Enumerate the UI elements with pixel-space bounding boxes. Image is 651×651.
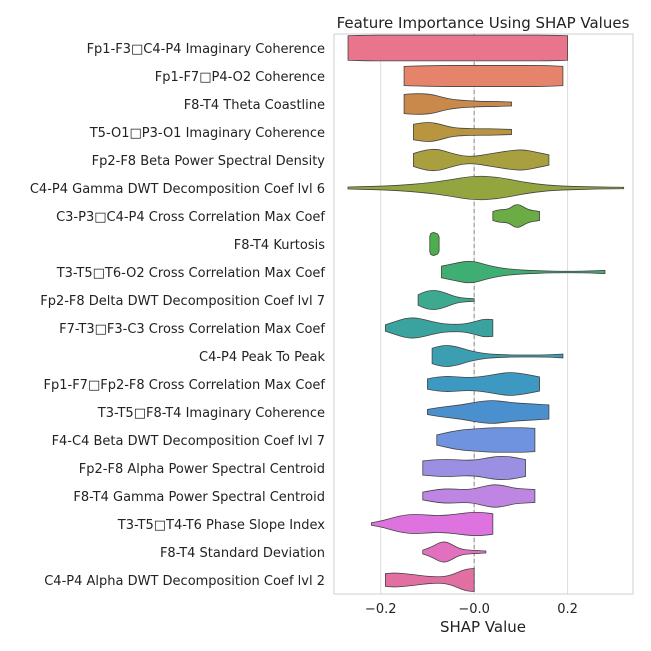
violin-18 — [370, 512, 494, 536]
y-tick-label: C4-P4 Peak To Peak — [199, 350, 325, 365]
y-tick-label: F8-T4 Theta Coastline — [184, 98, 325, 113]
violin-12 — [431, 345, 564, 367]
y-tick-label: Fp1-F3□C4-P4 Imaginary Coherence — [87, 42, 325, 57]
violin-1 — [347, 34, 568, 62]
violin-6 — [347, 175, 625, 201]
y-tick-label: Fp1-F7□P4-O2 Coherence — [155, 70, 325, 85]
y-tick-label: Fp2-F8 Alpha Power Spectral Centroid — [79, 462, 325, 477]
violin-15 — [436, 427, 536, 453]
violin-13 — [427, 372, 540, 396]
violin-11 — [384, 317, 494, 339]
violin-14 — [427, 400, 550, 424]
violin-5 — [413, 148, 550, 172]
chart-title: Feature Importance Using SHAP Values — [337, 14, 630, 32]
y-tick-label: T3-T5□T6-O2 Cross Correlation Max Coef — [56, 266, 326, 281]
x-tick-label: −0.0 — [458, 602, 490, 617]
y-tick-label: F8-T4 Standard Deviation — [160, 546, 325, 561]
violin-16 — [422, 456, 526, 480]
plot-frame — [333, 33, 634, 595]
x-tick-label: −0.2 — [365, 602, 397, 617]
violin-8 — [429, 232, 440, 256]
y-tick-label: T3-T5□T4-T6 Phase Slope Index — [117, 518, 326, 533]
x-axis-label: SHAP Value — [440, 618, 526, 636]
y-tick-label: Fp1-F7□Fp2-F8 Cross Correlation Max Coef — [44, 378, 326, 393]
violin-19 — [422, 541, 487, 563]
violin-4 — [413, 122, 512, 142]
y-tick-label: T5-O1□P3-O1 Imaginary Coherence — [89, 126, 325, 141]
violin-9 — [441, 260, 606, 284]
violin-20 — [384, 567, 475, 593]
y-tick-label: F4-C4 Beta DWT Decomposition Coef lvl 7 — [52, 434, 325, 449]
y-tick-label: C4-P4 Gamma DWT Decomposition Coef lvl 6 — [30, 182, 325, 197]
y-tick-label: F7-T3□F3-C3 Cross Correlation Max Coef — [59, 322, 325, 337]
violin-2 — [403, 65, 564, 87]
violin-7 — [492, 204, 540, 228]
violin-3 — [403, 93, 512, 115]
violin-10 — [417, 290, 475, 310]
y-tick-label: C4-P4 Alpha DWT Decomposition Coef lvl 2 — [44, 574, 325, 589]
x-tick-label: 0.2 — [557, 602, 578, 617]
y-tick-label: T3-T5□F8-T4 Imaginary Coherence — [97, 406, 325, 421]
y-tick-label: Fp2-F8 Beta Power Spectral Density — [92, 154, 326, 169]
y-tick-label: C3-P3□C4-P4 Cross Correlation Max Coef — [56, 210, 325, 225]
y-tick-label: F8-T4 Kurtosis — [234, 238, 325, 253]
plot-area: Fp1-F3□C4-P4 Imaginary Coherence Fp1-F7□P… — [30, 33, 634, 617]
y-tick-label: Fp2-F8 Delta DWT Decomposition Coef lvl … — [40, 294, 325, 309]
y-tick-label: F8-T4 Gamma Power Spectral Centroid — [73, 490, 325, 505]
violin-17 — [422, 484, 536, 508]
